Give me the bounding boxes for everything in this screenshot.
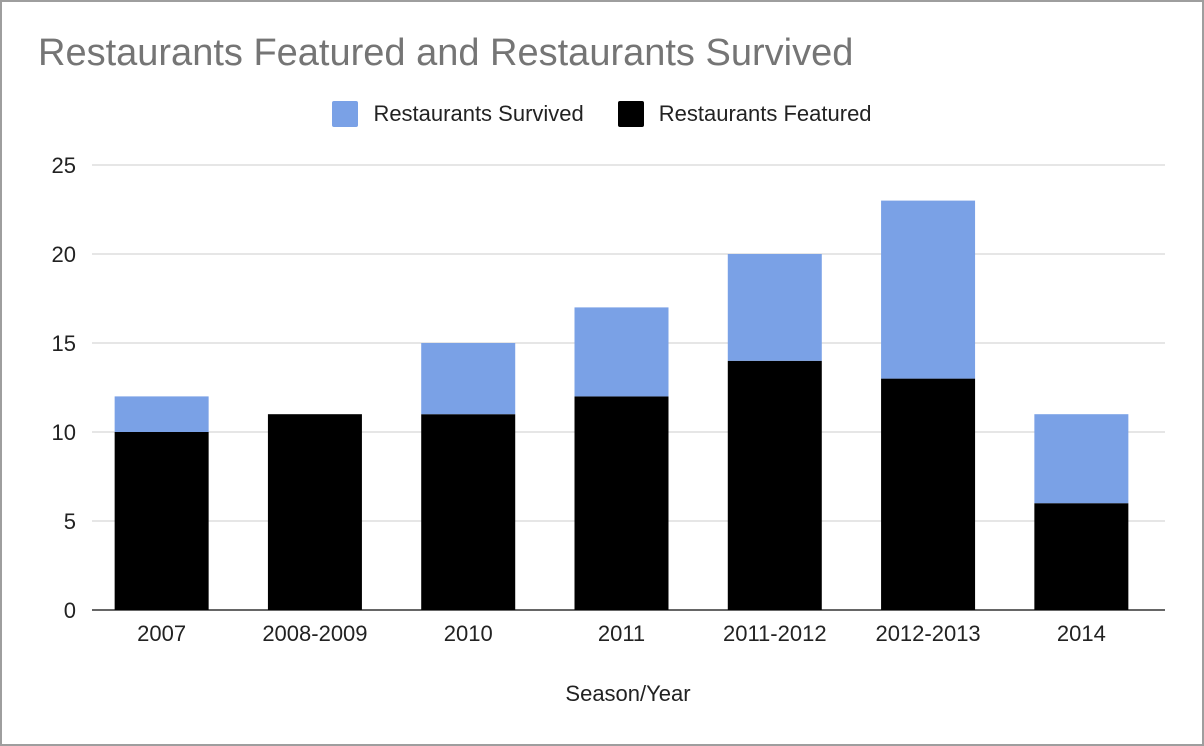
y-tick-label: 10 bbox=[52, 420, 76, 445]
y-tick-labels: 0 5 10 15 20 25 bbox=[52, 153, 76, 623]
x-tick-label: 2008-2009 bbox=[262, 621, 367, 646]
bar-survived bbox=[114, 396, 209, 432]
x-tick-label: 2007 bbox=[137, 621, 186, 646]
legend-label-featured: Restaurants Featured bbox=[658, 101, 872, 126]
y-tick-label: 20 bbox=[52, 242, 76, 267]
bar-survived bbox=[1034, 414, 1129, 504]
legend-item-survived: Restaurants Survived bbox=[332, 101, 584, 127]
bars bbox=[114, 200, 1129, 610]
y-tick-label: 25 bbox=[52, 153, 76, 178]
x-tick-label: 2014 bbox=[1057, 621, 1106, 646]
x-tick-label: 2011 bbox=[598, 621, 645, 646]
x-tick-label: 2010 bbox=[444, 621, 493, 646]
bar-featured bbox=[881, 378, 976, 610]
bar-featured bbox=[574, 396, 669, 610]
bar-survived bbox=[881, 200, 976, 379]
bar-featured bbox=[114, 432, 209, 610]
bar-survived bbox=[727, 254, 822, 361]
y-tick-label: 15 bbox=[52, 331, 76, 356]
x-tick-label: 2012-2013 bbox=[875, 621, 980, 646]
chart-legend: Restaurants Survived Restaurants Feature… bbox=[0, 101, 1204, 127]
bar-featured bbox=[1034, 503, 1129, 610]
bar-survived bbox=[421, 343, 516, 415]
legend-swatch-survived bbox=[332, 101, 359, 127]
bar-survived bbox=[574, 307, 669, 397]
bar-featured bbox=[727, 360, 822, 610]
x-axis-title: Season/Year bbox=[565, 681, 691, 706]
bar-featured bbox=[421, 414, 516, 610]
chart-title: Restaurants Featured and Restaurants Sur… bbox=[38, 32, 854, 74]
bar-featured bbox=[267, 414, 362, 610]
legend-swatch-featured bbox=[617, 101, 644, 127]
y-tick-label: 5 bbox=[64, 509, 76, 534]
legend-item-featured: Restaurants Featured bbox=[617, 101, 872, 127]
x-tick-labels: 2007 2008-2009 2010 2011 2011-2012 2012-2013 2… bbox=[137, 621, 1106, 646]
y-tick-label: 0 bbox=[64, 598, 76, 623]
x-tick-label: 2011-2012 bbox=[723, 621, 827, 646]
legend-label-survived: Restaurants Survived bbox=[373, 101, 584, 126]
